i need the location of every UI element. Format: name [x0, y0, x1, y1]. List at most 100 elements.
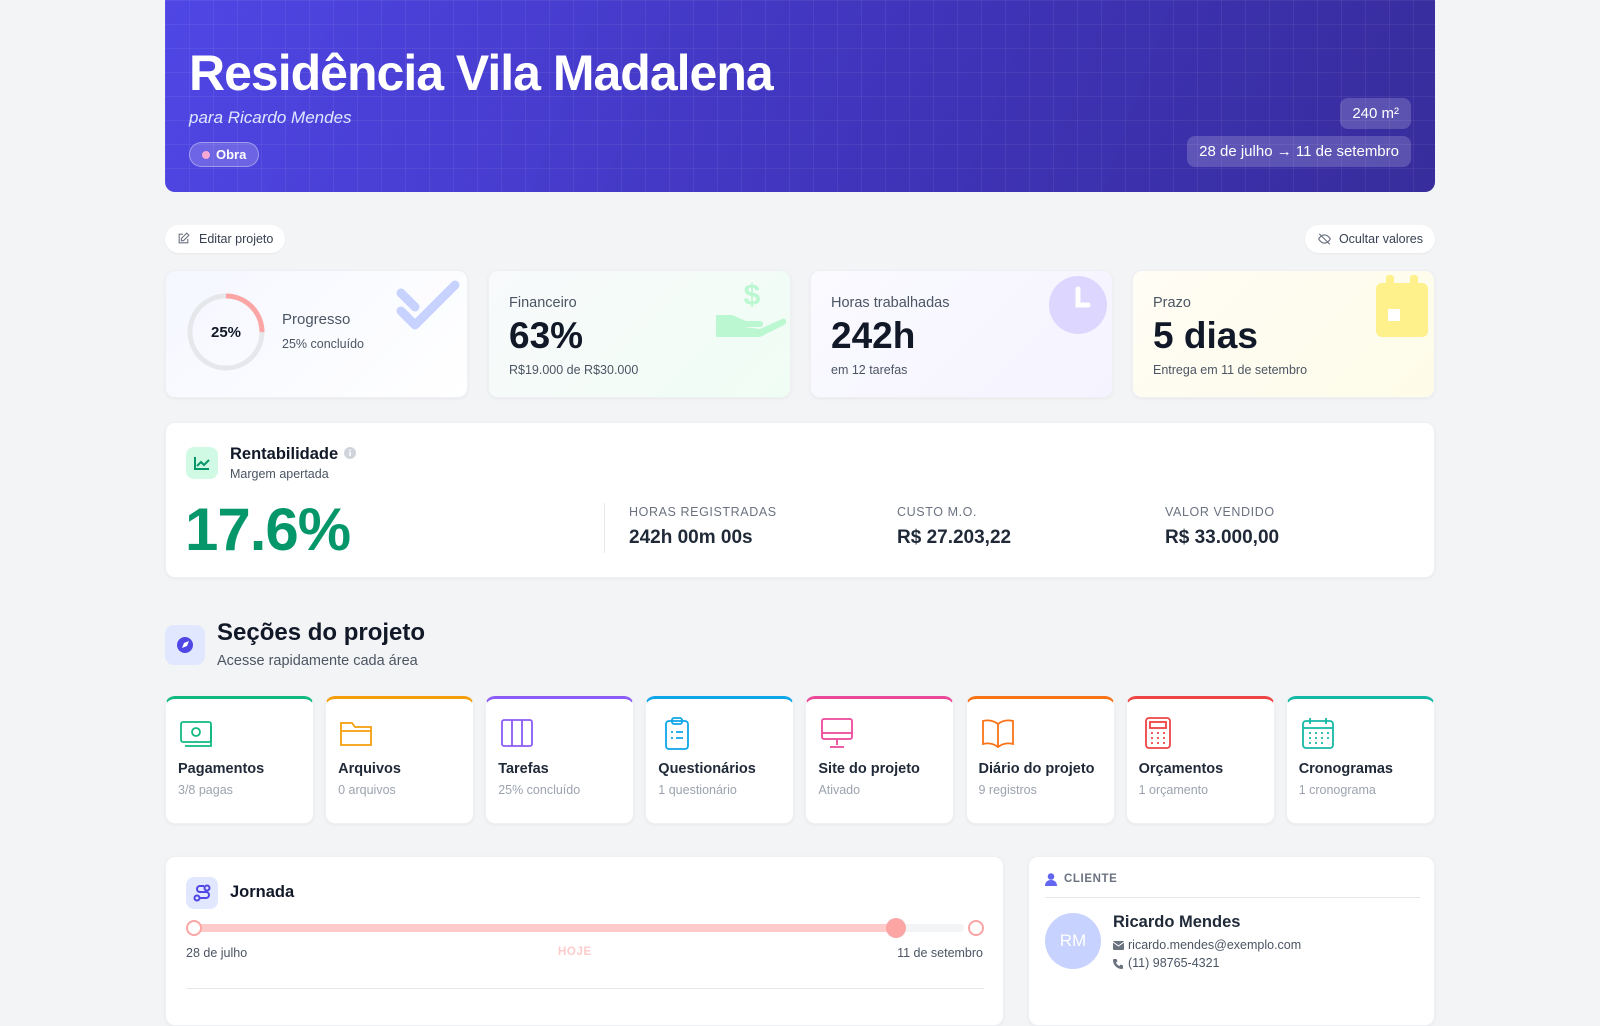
section-icon — [665, 717, 690, 750]
progress-detail: 25% concluído — [282, 337, 365, 351]
project-header: Residência Vila Madalena para Ricardo Me… — [165, 0, 1435, 192]
progress-ring: 25% — [187, 293, 265, 371]
calendar-icon — [1376, 275, 1428, 337]
metric-value: R$ 27.203,22 — [897, 527, 1012, 548]
section-detail: Ativado — [818, 783, 861, 797]
ring-arc — [187, 293, 265, 371]
journey-start: 28 de julho — [186, 946, 248, 960]
clock-icon — [1049, 276, 1107, 334]
section-detail: 1 cronograma — [1298, 783, 1376, 797]
area-pill: 240 m² — [1340, 98, 1411, 129]
financial-card: $ Financeiro 63% R$19.000 de R$30.000 — [488, 270, 791, 398]
timeline-end-dot — [968, 920, 984, 936]
stat-value: 242h — [831, 315, 916, 356]
section-detail: 25% concluído — [498, 783, 581, 797]
client-card: CLIENTE RM Ricardo Mendes ricardo.mendes… — [1028, 856, 1435, 1026]
stat-detail: Entrega em 11 de setembro — [1153, 363, 1308, 377]
edit-label: Editar projeto — [199, 232, 274, 246]
timeline-today-dot — [886, 918, 906, 938]
section-card[interactable]: Cronogramas 1 cronograma — [1285, 696, 1435, 824]
metric-value: R$ 33.000,00 — [1165, 527, 1280, 548]
ring-label: 25% — [211, 324, 241, 341]
stat-title: Financeiro — [509, 295, 577, 311]
divider — [604, 503, 605, 553]
timeline-fill — [194, 924, 896, 932]
journey-icon — [186, 877, 218, 909]
money-icon: $ — [716, 279, 786, 337]
phone-icon — [1113, 959, 1123, 969]
status-badge: Obra — [189, 142, 260, 167]
section-icon — [180, 721, 212, 747]
section-icon — [981, 719, 1014, 749]
metric-label: CUSTO M.O. — [897, 505, 978, 519]
section-icon — [340, 722, 372, 746]
section-detail: 9 registros — [978, 783, 1037, 797]
section-detail: 1 questionário — [658, 783, 737, 797]
journey-title: Jornada — [230, 883, 295, 901]
stat-value: 5 dias — [1153, 315, 1258, 356]
client-heading: CLIENTE — [1064, 873, 1118, 885]
section-icon — [501, 719, 534, 747]
journey-card: Jornada 28 de julho HOJE 11 de setembro — [165, 856, 1004, 1026]
user-icon — [1045, 873, 1057, 886]
metric-label: VALOR VENDIDO — [1165, 505, 1275, 519]
check-icon — [396, 280, 460, 330]
client-subtitle: para Ricardo Mendes — [189, 108, 352, 127]
sections-subtitle: Acesse rapidamente cada área — [217, 653, 418, 669]
edit-button[interactable]: Editar projeto — [165, 225, 286, 253]
profit-subtitle: Margem apertada — [230, 467, 329, 481]
mail-icon — [1113, 941, 1124, 950]
section-card[interactable]: Questionários 1 questionário — [645, 696, 795, 824]
stat-detail: R$19.000 de R$30.000 — [509, 363, 639, 377]
section-name: Questionários — [658, 761, 756, 777]
sections-title: Seções do projeto — [217, 619, 426, 646]
section-name: Pagamentos — [178, 761, 265, 777]
section-card[interactable]: Orçamentos 1 orçamento — [1125, 696, 1275, 824]
dates-pill: 28 de julho → 11 de setembro — [1187, 136, 1411, 167]
client-email: ricardo.mendes@exemplo.com — [1128, 938, 1302, 952]
stat-value: 63% — [509, 315, 584, 356]
project-title: Residência Vila Madalena — [189, 45, 774, 101]
hide-values-button[interactable]: Ocultar valores — [1304, 225, 1435, 253]
svg-text:$: $ — [744, 279, 761, 312]
section-detail: 3/8 pagas — [178, 783, 233, 797]
section-card[interactable]: Pagamentos 3/8 pagas — [165, 696, 314, 824]
divider — [1045, 897, 1420, 898]
profit-title: Rentabilidade — [230, 445, 339, 463]
client-name: Ricardo Mendes — [1113, 913, 1241, 931]
stat-detail: em 12 tarefas — [831, 363, 908, 377]
stat-title: Horas trabalhadas — [831, 295, 950, 311]
profit-value: 17.6% — [185, 496, 351, 563]
profit-icon — [186, 447, 218, 479]
divider — [186, 988, 984, 989]
section-icon — [821, 718, 854, 748]
metric-label: HORAS REGISTRADAS — [629, 505, 777, 519]
stat-title: Prazo — [1153, 295, 1191, 311]
section-card[interactable]: Tarefas 25% concluído — [485, 696, 635, 824]
timeline-start-dot — [186, 920, 202, 936]
section-icon — [1301, 718, 1334, 749]
section-card[interactable]: Arquivos 0 arquivos — [325, 696, 475, 824]
metric-value: 242h 00m 00s — [629, 527, 753, 548]
journey-today: HOJE — [558, 946, 592, 958]
info-icon — [344, 447, 356, 459]
progress-title: Progresso — [282, 311, 351, 328]
client-phone: (11) 98765-4321 — [1128, 956, 1220, 970]
section-name: Arquivos — [338, 761, 401, 777]
section-name: Cronogramas — [1298, 761, 1393, 777]
section-card[interactable]: Diário do projeto 9 registros — [965, 696, 1115, 824]
section-detail: 1 orçamento — [1138, 783, 1209, 797]
profitability-card: Rentabilidade Margem apertada 17.6% HORA… — [165, 422, 1435, 578]
sections-icon — [165, 625, 205, 665]
section-icon — [1144, 717, 1171, 749]
section-name: Site do projeto — [818, 761, 920, 777]
section-name: Tarefas — [498, 761, 549, 777]
journey-end: 11 de setembro — [897, 946, 983, 960]
progress-card: 25% Progresso 25% concluído — [165, 270, 468, 398]
section-card[interactable]: Site do projeto Ativado — [805, 696, 955, 824]
client-avatar: RM — [1045, 913, 1101, 969]
deadline-card: Prazo 5 dias Entrega em 11 de setembro — [1132, 270, 1435, 398]
section-detail: 0 arquivos — [338, 783, 396, 797]
page: Residência Vila Madalena para Ricardo Me… — [165, 0, 1435, 1026]
section-name: Orçamentos — [1138, 761, 1224, 777]
